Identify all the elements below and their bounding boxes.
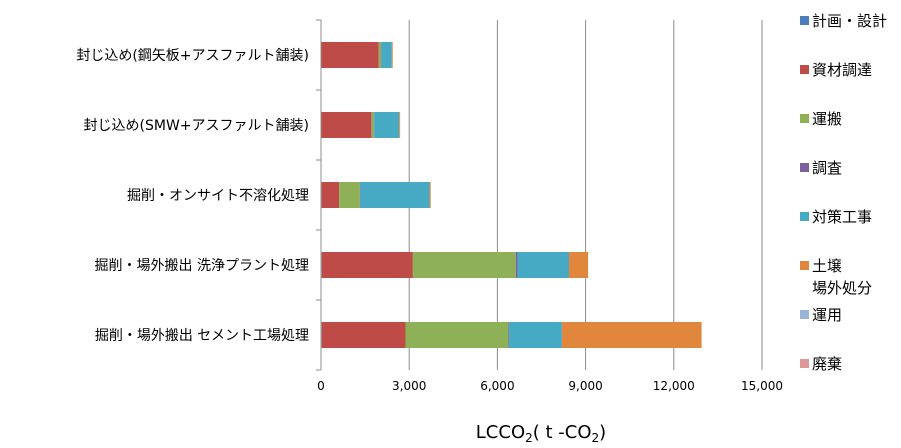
bar-segment [374,112,400,138]
bar-segment [509,322,562,348]
bar-segment [339,182,360,208]
category-label: 封じ込め(鋼矢板+アスファルト舗装) [76,48,309,64]
legend-label: 資材調達 [812,61,872,79]
category-label: 掘削・オンサイト不溶化処理 [127,188,309,204]
bar-segment [561,322,702,348]
bar-segment [378,42,382,68]
legend-label: 運搬 [812,110,842,128]
bar-segment [429,182,431,208]
bar-segment [391,42,393,68]
x-tick-label: 15,000 [741,379,783,393]
bar-segment [321,182,340,208]
legend-swatch [800,310,809,319]
bar-segment [405,322,509,348]
legend-label: 廃棄 [812,355,842,373]
bar-segment [359,182,361,208]
legend-swatch [800,261,809,270]
category-label: 封じ込め(SMW+アスファルト舗装) [84,118,309,134]
x-tick-label: 12,000 [653,379,695,393]
bar-segment [321,42,379,68]
legend-swatch [800,114,809,123]
tick-labels: 0 3,000 6,000 9,000 12,000 15,000 [317,379,783,393]
legend-swatch [800,16,809,25]
bar-segment [399,112,401,138]
category-label: 掘削・場外搬出 セメント工場処理 [95,328,309,344]
x-tick-label: 0 [317,379,325,393]
bar-segment [517,252,569,278]
x-tick-label: 6,000 [480,379,514,393]
bar-segment [371,112,374,138]
legend-label: 土壌場外処分 [812,257,872,297]
x-tick-label: 3,000 [392,379,426,393]
bars [321,42,702,348]
bar-segment [321,252,413,278]
legend-swatch [800,359,809,368]
legend-label: 調査 [812,159,842,177]
bar-segment [360,182,430,208]
bar-segment [321,112,372,138]
legend-label: 計画・設計 [812,12,887,30]
bar-segment [321,322,406,348]
x-tick-label: 9,000 [568,379,602,393]
bar-segment [381,42,392,68]
bar-segment [508,322,510,348]
bar-segment [568,252,589,278]
category-label: 掘削・場外搬出 洗浄プラント処理 [95,258,309,274]
legend-swatch [800,163,809,172]
axes [316,19,322,371]
legend-label: 運用 [812,306,842,324]
bar-segment [515,252,518,278]
x-axis-title: LCCO2( t -CO2) [476,422,606,445]
bar-segment [412,252,516,278]
grid-lines [408,20,763,370]
legend-swatch [800,212,809,221]
category-labels: 封じ込め(鋼矢板+アスファルト舗装) 封じ込め(SMW+アスファルト舗装) 掘削・オ… [76,48,309,344]
legend-swatch [800,65,809,74]
legend-label: 対策工事 [812,208,872,226]
